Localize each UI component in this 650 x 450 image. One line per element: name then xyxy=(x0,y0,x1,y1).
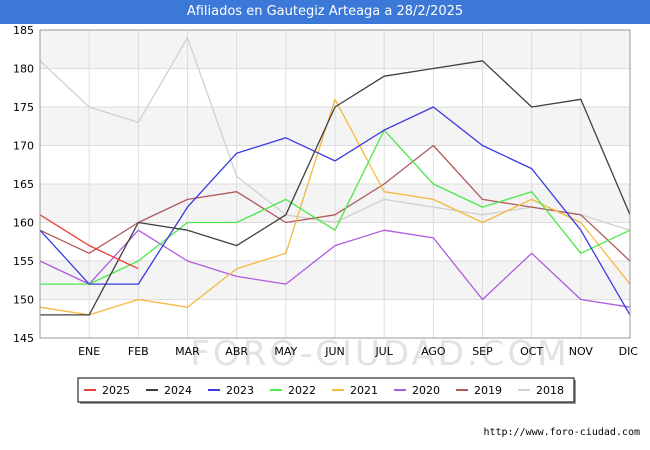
series-line-2021 xyxy=(39,98,631,316)
x-tick-label: JUL xyxy=(374,345,393,358)
x-tick-label: ABR xyxy=(225,345,248,358)
x-tick-label: NOV xyxy=(569,345,594,358)
y-tick-label: 145 xyxy=(13,332,34,345)
legend: 2025 2024 2023 2022 2021 2020 2019 2018 xyxy=(77,377,576,404)
y-tick-label: 170 xyxy=(13,140,34,153)
legend-label-2018: 2018 xyxy=(536,384,564,397)
legend-label-2019: 2019 xyxy=(474,384,502,397)
x-tick-label: DIC xyxy=(619,345,639,358)
y-tick-label: 175 xyxy=(13,101,34,114)
legend-label-2024: 2024 xyxy=(164,384,192,397)
y-tick-label: 165 xyxy=(13,178,34,191)
legend-label-2025: 2025 xyxy=(102,384,130,397)
chart-title: Afiliados en Gautegiz Arteaga a 28/2/202… xyxy=(0,0,650,24)
x-tick-label: FEB xyxy=(128,345,149,358)
y-tick-label: 155 xyxy=(13,255,34,268)
legend-label-2022: 2022 xyxy=(288,384,316,397)
plot-border xyxy=(39,29,631,339)
series-line-2020 xyxy=(39,229,631,308)
series-line-2023 xyxy=(39,106,631,316)
y-tick-label: 160 xyxy=(13,217,34,230)
legend-label-2021: 2021 xyxy=(350,384,378,397)
x-tick-label: MAR xyxy=(175,345,200,358)
legend-label-2023: 2023 xyxy=(226,384,254,397)
y-axis-ticks: 145 150 155 160 165 170 175 180 185 xyxy=(13,24,34,345)
y-tick-label: 180 xyxy=(13,63,34,76)
series-lines xyxy=(39,37,631,316)
y-tick-label: 150 xyxy=(13,294,34,307)
y-tick-label: 185 xyxy=(13,24,34,37)
x-tick-label: JUN xyxy=(324,345,345,358)
x-axis-ticks: ENE FEB MAR ABR MAY JUN JUL AGO SEP OCT NOV DIC xyxy=(78,345,638,358)
x-tick-label: SEP xyxy=(472,345,493,358)
legend-box xyxy=(77,377,575,403)
x-tick-label: OCT xyxy=(520,345,543,358)
credit-link[interactable]: http://www.foro-ciudad.com xyxy=(483,427,640,438)
x-tick-label: AGO xyxy=(421,345,446,358)
series-line-2022 xyxy=(40,129,631,285)
series-line-2024 xyxy=(40,60,631,316)
legend-label-2020: 2020 xyxy=(412,384,440,397)
series-line-2025 xyxy=(39,214,139,270)
watermark: FORO-CIUDAD.COM xyxy=(190,334,569,374)
x-tick-label: MAY xyxy=(274,345,297,358)
x-tick-label: ENE xyxy=(78,345,100,358)
